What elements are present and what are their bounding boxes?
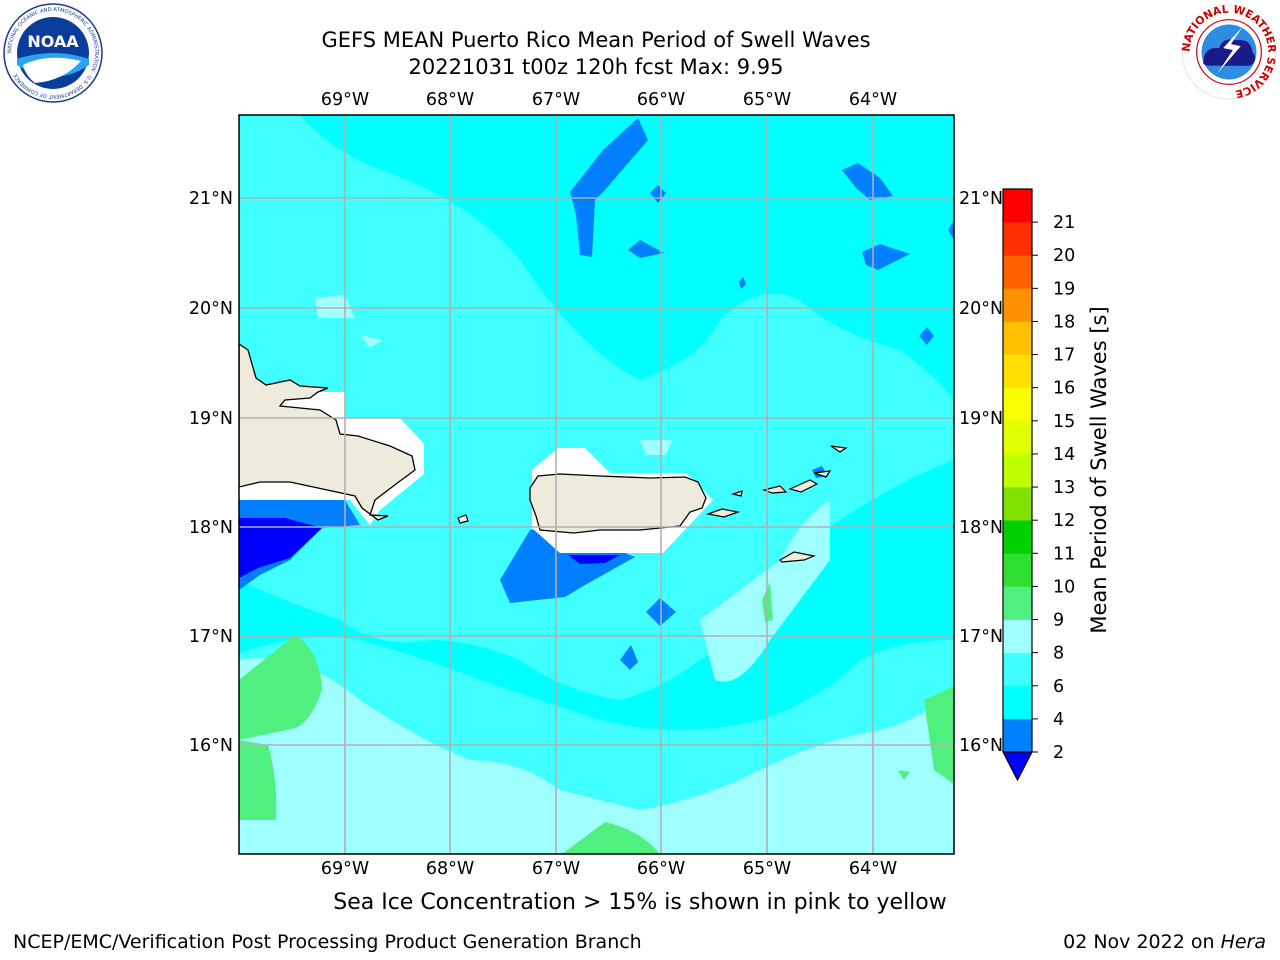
- swell-field: [239, 115, 954, 854]
- lon-label: 69°W: [321, 859, 369, 879]
- lat-label: 18°N: [959, 518, 1003, 538]
- branch-credit: NCEP/EMC/Verification Post Processing Pr…: [13, 931, 642, 953]
- lon-label: 64°W: [849, 859, 897, 879]
- colorbar-segment: [1003, 255, 1032, 289]
- colorbar-tick-label: 4: [1053, 710, 1064, 730]
- colorbar-tick-label: 2: [1053, 743, 1064, 763]
- colorbar-under-arrow: [1002, 751, 1033, 782]
- colorbar-tick-label: 11: [1053, 544, 1075, 564]
- colorbar-segment: [1003, 718, 1032, 753]
- sea-ice-note: Sea Ice Concentration > 15% is shown in …: [333, 890, 947, 915]
- colorbar-segment: [1003, 354, 1032, 389]
- colorbar-segment: [1003, 321, 1032, 355]
- colorbar-segment: [1003, 420, 1032, 455]
- lon-label: 67°W: [532, 859, 580, 879]
- colorbar-segment: [1003, 222, 1032, 256]
- mona-island: [457, 514, 469, 524]
- colorbar-tick-label: 14: [1053, 445, 1075, 465]
- lat-labels-left: 21°N 20°N 19°N 18°N 17°N 16°N: [189, 189, 233, 756]
- lat-label: 17°N: [189, 627, 233, 647]
- st-croix-island: [779, 551, 817, 563]
- lat-label: 20°N: [959, 299, 1003, 319]
- lon-label: 66°W: [637, 859, 685, 879]
- colorbar-tick-label: 19: [1053, 279, 1075, 299]
- hispaniola-landmass: [239, 343, 416, 521]
- nws-logo-icon: NATIONAL WEATHER SERVICE: [1180, 3, 1278, 101]
- colorbar: 2 4 6 8 9 10 11 12 13 14 15 16 17 18 19 20 21: [1002, 188, 1075, 782]
- swell-band-9-10: [239, 635, 322, 740]
- lon-label: 68°W: [426, 859, 474, 879]
- colorbar-segment: [1003, 453, 1032, 488]
- lon-label: 64°W: [849, 90, 897, 110]
- colorbar-tick-label: 17: [1053, 346, 1075, 366]
- colorbar-tick-label: 12: [1053, 511, 1075, 531]
- colorbar-tick-label: 8: [1053, 644, 1064, 664]
- graticule: [239, 115, 954, 854]
- lon-label: 65°W: [743, 90, 791, 110]
- lon-label: 67°W: [532, 90, 580, 110]
- swell-band-8-9: [239, 658, 954, 854]
- colorbar-segment: [1003, 520, 1032, 554]
- lon-label: 66°W: [637, 90, 685, 110]
- map-subtitle: 20221031 t00z 120h fcst Max: 9.95: [408, 55, 784, 79]
- colorbar-segment: [1003, 189, 1032, 223]
- colorbar-tick-label: 16: [1053, 379, 1075, 399]
- culebra-island: [730, 490, 743, 497]
- lon-label: 69°W: [321, 90, 369, 110]
- colorbar-tick-label: 13: [1053, 478, 1075, 498]
- colorbar-segment: [1003, 619, 1032, 653]
- colorbar-segment: [1003, 685, 1032, 720]
- colorbar-tick-label: 20: [1053, 246, 1075, 266]
- swell-band-6-8: [239, 115, 954, 700]
- run-date-text: 02 Nov 2022 on: [1063, 931, 1221, 953]
- colorbar-tick-label: 18: [1053, 312, 1075, 332]
- lat-label: 19°N: [189, 409, 233, 429]
- colorbar-label: Mean Period of Swell Waves [s]: [1087, 306, 1111, 633]
- lat-label: 20°N: [189, 299, 233, 319]
- lon-labels-top: 69°W 68°W 67°W 66°W 65°W 64°W: [321, 90, 897, 110]
- colorbar-segment: [1003, 652, 1032, 687]
- colorbar-tick-label: 15: [1053, 412, 1075, 432]
- swell-band-under-2: [239, 518, 322, 578]
- lat-label: 18°N: [189, 518, 233, 538]
- lon-label: 68°W: [426, 90, 474, 110]
- lat-labels-right: 21°N 20°N 19°N 18°N 17°N 16°N: [959, 189, 1003, 756]
- lat-label: 21°N: [959, 189, 1003, 209]
- colorbar-tick-label: 9: [1053, 611, 1064, 631]
- run-date: 02 Nov 2022 on Hera: [1063, 931, 1266, 953]
- noaa-logo-icon: NOAA NATIONAL OCEANIC AND ATMOSPHERIC AD…: [3, 3, 103, 103]
- map-frame: [238, 114, 955, 855]
- tortola-island: [813, 470, 832, 478]
- colorbar-tick-label: 21: [1053, 213, 1075, 233]
- lat-label: 16°N: [189, 736, 233, 756]
- colorbar-segment: [1003, 487, 1032, 521]
- lat-label: 17°N: [959, 627, 1003, 647]
- st-thomas-island: [761, 485, 788, 494]
- map-title: GEFS MEAN Puerto Rico Mean Period of Swe…: [321, 28, 871, 52]
- vieques-island: [705, 508, 741, 518]
- colorbar-segment: [1003, 586, 1032, 620]
- lat-label: 19°N: [959, 409, 1003, 429]
- host-name: Hera: [1220, 931, 1266, 953]
- lat-label: 21°N: [189, 189, 233, 209]
- colorbar-segment: [1003, 387, 1032, 422]
- colorbar-segment: [1003, 553, 1032, 587]
- noaa-logo-text: NOAA: [27, 32, 79, 51]
- colorbar-segment: [1003, 288, 1032, 322]
- swell-band-2-4: [570, 118, 648, 257]
- anegada-island: [830, 445, 848, 453]
- lon-labels-bottom: 69°W 68°W 67°W 66°W 65°W 64°W: [321, 859, 897, 879]
- colorbar-frame: [1002, 188, 1033, 753]
- st-john-island: [788, 479, 819, 493]
- lat-label: 16°N: [959, 736, 1003, 756]
- colorbar-tick-label: 6: [1053, 677, 1064, 697]
- lon-label: 65°W: [743, 859, 791, 879]
- colorbar-tick-label: 10: [1053, 577, 1075, 597]
